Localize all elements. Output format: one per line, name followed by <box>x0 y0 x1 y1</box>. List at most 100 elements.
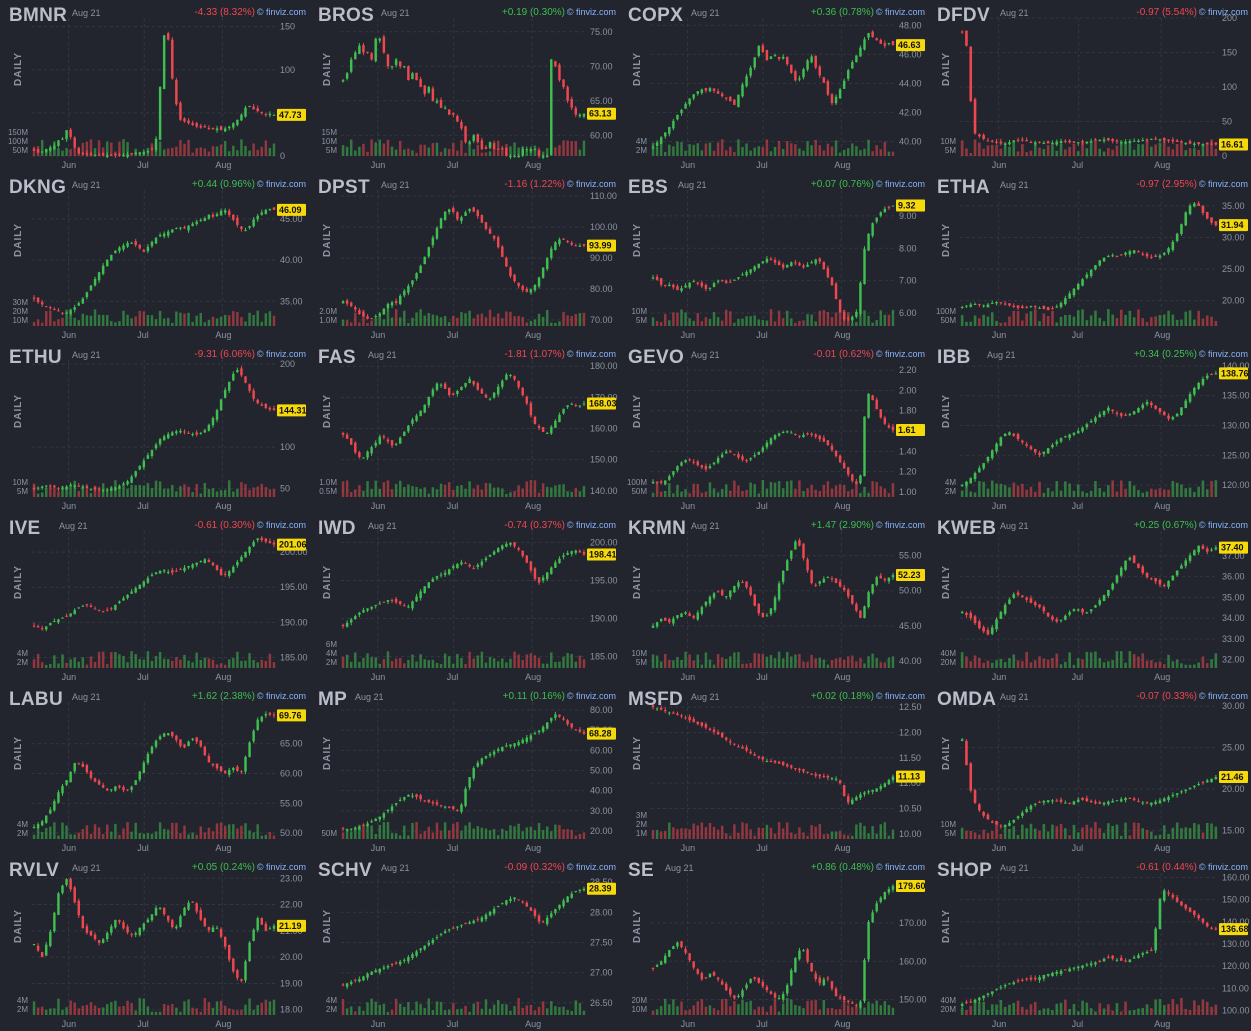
ticker-symbol[interactable]: RVLV <box>9 860 60 881</box>
chart-panel-shop[interactable]: 160.00 150.00 140.00 130.00 120.00 110.00 100.… <box>928 855 1251 1031</box>
finviz-brand[interactable]: © finviz.com <box>566 179 616 189</box>
chart-panel-msfd[interactable]: 12.50 12.00 11.50 11.00 10.50 10.00 Jun Jul Aug 3… <box>619 684 928 855</box>
finviz-brand[interactable]: © finviz.com <box>566 691 616 701</box>
ticker-symbol[interactable]: COPX <box>628 5 684 26</box>
finviz-brand[interactable]: © finviz.com <box>566 520 616 530</box>
finviz-brand[interactable]: © finviz.com <box>256 520 306 530</box>
volume-bar <box>419 833 422 839</box>
chart-panel-se[interactable]: 170.00 160.00 150.00 Jun Jul Aug 20M 10M 179.60 S… <box>619 855 928 1031</box>
finviz-brand[interactable]: © finviz.com <box>1198 179 1248 189</box>
ticker-symbol[interactable]: BMNR <box>9 5 68 26</box>
volume-bar <box>786 141 789 156</box>
volume-bar <box>1072 316 1076 326</box>
chart-panel-dpst[interactable]: 110.00 100.00 90.00 80.00 70.00 Jun Jul Aug 2.0M… <box>309 172 619 342</box>
volume-bar <box>460 485 463 497</box>
chart-panel-dkng[interactable]: 45.00 40.00 35.00 Jun Jul Aug 30M 20M 10M 46.09 DK… <box>0 172 309 342</box>
ticker-symbol[interactable]: SHOP <box>937 860 993 881</box>
ticker-symbol[interactable]: EBS <box>628 177 668 198</box>
chart-panel-dfdv[interactable]: 200 150 100 50 0 Jun Jul Aug 10M 5M 16.61 DFDV Aug 2… <box>928 0 1251 172</box>
finviz-brand[interactable]: © finviz.com <box>875 862 925 872</box>
ticker-symbol[interactable]: ETHA <box>937 177 990 198</box>
candle-body <box>1154 255 1157 257</box>
chart-panel-ibb[interactable]: 140.00 135.00 130.00 125.00 120.00 Jun Jul Aug 4… <box>928 342 1251 513</box>
volume-bar <box>1107 823 1110 839</box>
ticker-symbol[interactable]: BROS <box>318 5 375 26</box>
finviz-brand[interactable]: © finviz.com <box>566 862 616 872</box>
finviz-brand[interactable]: © finviz.com <box>1198 520 1248 530</box>
finviz-brand[interactable]: © finviz.com <box>875 7 925 17</box>
finviz-brand[interactable]: © finviz.com <box>566 349 616 359</box>
chart-panel-etha[interactable]: 35.00 30.00 25.00 20.00 Jun Jul Aug 100M 50M 31.9… <box>928 172 1251 342</box>
volume-bar <box>826 1008 830 1015</box>
ticker-symbol[interactable]: KRMN <box>628 518 687 539</box>
volume-bar <box>891 829 895 839</box>
ticker-symbol[interactable]: DPST <box>318 177 370 198</box>
ticker-symbol[interactable]: MSFD <box>628 689 684 710</box>
volume-bar <box>1145 829 1149 839</box>
finviz-brand[interactable]: © finviz.com <box>1198 349 1248 359</box>
ticker-symbol[interactable]: SE <box>628 860 654 881</box>
ticker-symbol[interactable]: GEVO <box>628 347 685 368</box>
chart-panel-kweb[interactable]: 37.00 36.00 35.00 34.00 33.00 32.00 Jun Jul Aug 4… <box>928 513 1251 684</box>
volume-bar <box>36 653 40 668</box>
chart-panel-mp[interactable]: 80.0070.0060.0050.0040.0030.0020.00JunJu… <box>309 684 619 855</box>
volume-bar <box>712 826 716 839</box>
finviz-brand[interactable]: © finviz.com <box>256 862 306 872</box>
chart-panel-bros[interactable]: 75.00 70.00 65.00 60.00 Jun Jul Aug 15M 10M 5M 63.… <box>309 0 619 172</box>
candle-body <box>252 730 255 742</box>
finviz-brand[interactable]: © finviz.com <box>1198 7 1248 17</box>
finviz-brand[interactable]: © finviz.com <box>875 349 925 359</box>
volume-bar <box>684 312 687 326</box>
chart-panel-omda[interactable]: 30.00 25.00 20.00 15.00 Jun Jul Aug 10M 5M 21.46 O… <box>928 684 1251 855</box>
volume-bar <box>366 481 369 497</box>
ticker-symbol[interactable]: OMDA <box>937 689 997 710</box>
ticker-symbol[interactable]: FAS <box>318 347 356 368</box>
ticker-symbol[interactable]: ETHU <box>9 347 62 368</box>
ticker-symbol[interactable]: KWEB <box>937 518 997 539</box>
candle-body <box>146 455 150 459</box>
finviz-brand[interactable]: © finviz.com <box>1198 862 1248 872</box>
candle-body <box>1094 962 1097 965</box>
chart-panel-iwd[interactable]: 200.00 195.00 190.00 185.00 Jun Jul Aug 6M 4M 2M 1… <box>309 513 619 684</box>
candle-body <box>867 791 870 793</box>
chart-panel-ebs[interactable]: 9.00 8.00 7.00 6.00 Jun Jul Aug 10M 5M 9.32 EBS Aug… <box>619 172 928 342</box>
chart-panel-ethu[interactable]: 200 100 50 Jun Jul Aug 10M 5M 144.31 ETHU Aug 21 -9… <box>0 342 309 513</box>
ticker-symbol[interactable]: IBB <box>937 347 971 368</box>
chart-panel-schv[interactable]: 28.50 28.00 27.50 27.00 26.50 Jun Jul Aug 4M 2M 28… <box>309 855 619 1031</box>
y-tick-label: 150 <box>280 22 295 32</box>
chart-panel-bmnr[interactable]: 150100500JunJulAug150M100M50M47.73BMNRAu… <box>0 0 309 172</box>
candle-body <box>374 970 377 973</box>
finviz-brand[interactable]: © finviz.com <box>256 691 306 701</box>
ticker-symbol[interactable]: LABU <box>9 689 63 710</box>
chart-panel-krmn[interactable]: 55.00 50.00 45.00 40.00 Jun Jul Aug 10M 5M 52.23 K… <box>619 513 928 684</box>
volume-bar <box>256 1005 259 1015</box>
volume-bar <box>53 488 56 497</box>
ticker-symbol[interactable]: DFDV <box>937 5 990 26</box>
chart-panel-labu[interactable]: 65.00 60.00 55.00 50.00 Jun Jul Aug 4M 2M 69.76 LA… <box>0 684 309 855</box>
candle-body <box>244 961 247 981</box>
chart-panel-rvlv[interactable]: 23.0022.0021.0020.0019.0018.00JunJulAug4… <box>0 855 309 1031</box>
finviz-brand[interactable]: © finviz.com <box>875 179 925 189</box>
finviz-brand[interactable]: © finviz.com <box>256 349 306 359</box>
volume-bar <box>162 318 166 326</box>
chart-panel-fas[interactable]: 180.00 170.00 160.00 150.00 140.00 Jun Jul Aug 1… <box>309 342 619 513</box>
ticker-symbol[interactable]: IWD <box>318 518 356 539</box>
finviz-brand[interactable]: © finviz.com <box>1198 691 1248 701</box>
volume-bar <box>89 833 93 839</box>
candle-body <box>40 302 44 305</box>
chart-panel-gevo[interactable]: 2.202.001.801.601.401.201.00JunJulAug100… <box>619 342 928 513</box>
finviz-brand[interactable]: © finviz.com <box>875 520 925 530</box>
ticker-symbol[interactable]: MP <box>318 689 348 710</box>
finviz-brand[interactable]: © finviz.com <box>256 7 306 17</box>
chart-panel-ive[interactable]: 200.00 195.00 190.00 185.00 Jun Jul Aug 4M 2M 201… <box>0 513 309 684</box>
finviz-brand[interactable]: © finviz.com <box>256 179 306 189</box>
ticker-symbol[interactable]: SCHV <box>318 860 372 881</box>
chart-panel-copx[interactable]: 48.00 46.00 44.00 42.00 40.00 Jun Jul Aug 4M 2M 46… <box>619 0 928 172</box>
finviz-brand[interactable]: © finviz.com <box>566 7 616 17</box>
ticker-symbol[interactable]: IVE <box>9 518 41 539</box>
candle-body <box>566 896 569 903</box>
volume-bar <box>158 481 162 497</box>
volume-bar <box>110 831 113 839</box>
ticker-symbol[interactable]: DKNG <box>9 177 67 198</box>
finviz-brand[interactable]: © finviz.com <box>875 691 925 701</box>
